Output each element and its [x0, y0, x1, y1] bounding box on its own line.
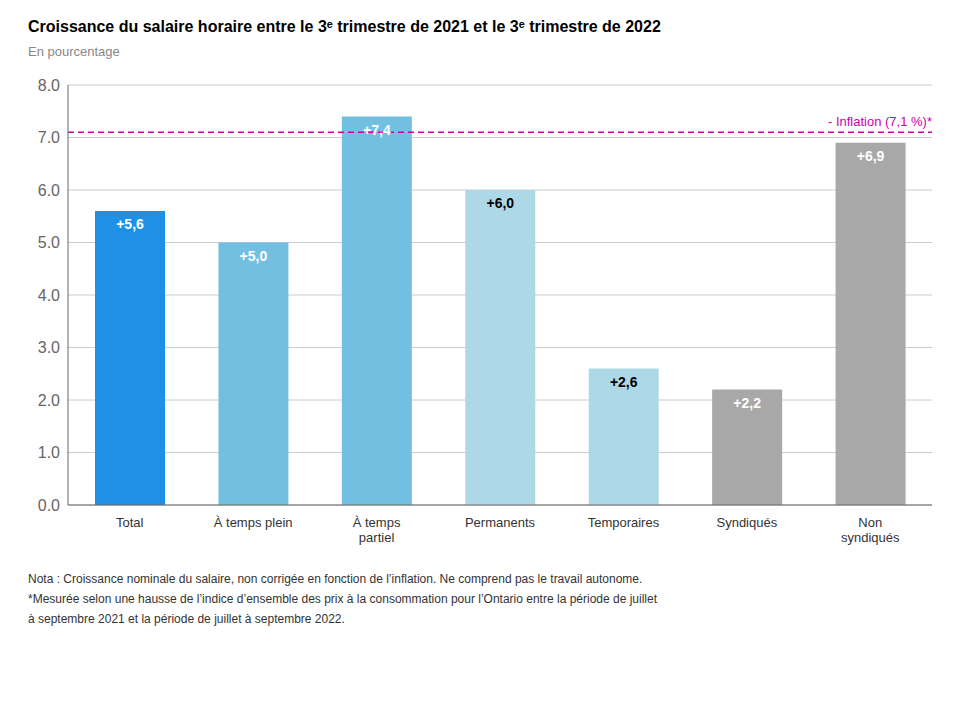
svg-text:7.0: 7.0: [38, 129, 60, 146]
svg-text:Syndiqués: Syndiqués: [716, 515, 777, 530]
svg-text:3.0: 3.0: [38, 339, 60, 356]
html-text:Nota : Croissance nominale du: Nota : Croissance nominale du salaire, n…: [28, 572, 643, 586]
svg-text:2.0: 2.0: [38, 392, 60, 409]
svg-text:5.0: 5.0: [38, 234, 60, 251]
svg-text:Permanents: Permanents: [465, 515, 536, 530]
html-text:*Mesurée selon une hausse de l: *Mesurée selon une hausse de l’indice d’…: [28, 592, 657, 606]
svg-text:+5,6: +5,6: [116, 216, 144, 232]
svg-text:6.0: 6.0: [38, 182, 60, 199]
svg-text:+6,0: +6,0: [486, 195, 514, 211]
svg-text:+7,4: +7,4: [363, 122, 391, 138]
svg-text:- Inflation (7,1 %)*: - Inflation (7,1 %)*: [828, 114, 932, 129]
svg-text:0.0: 0.0: [38, 497, 60, 514]
svg-text:+5,0: +5,0: [240, 248, 268, 264]
html-text:Croissance du salaire horaire: Croissance du salaire horaire entre le 3…: [28, 18, 661, 35]
svg-text:1.0: 1.0: [38, 444, 60, 461]
svg-text:Nonsyndiqués: Nonsyndiqués: [841, 515, 900, 545]
svg-text:À temps plein: À temps plein: [214, 515, 293, 530]
svg-text:+2,6: +2,6: [610, 374, 638, 390]
svg-text:4.0: 4.0: [38, 287, 60, 304]
html-text:En pourcentage: En pourcentage: [28, 44, 120, 59]
html-text:à septembre 2021 et la période: à septembre 2021 et la période de juille…: [28, 612, 345, 626]
svg-text:Temporaires: Temporaires: [588, 515, 660, 530]
svg-text:+6,9: +6,9: [857, 148, 885, 164]
svg-text:À tempspartiel: À tempspartiel: [353, 515, 401, 545]
svg-text:8.0: 8.0: [38, 77, 60, 94]
svg-text:Total: Total: [116, 515, 144, 530]
svg-text:+2,2: +2,2: [733, 395, 761, 411]
